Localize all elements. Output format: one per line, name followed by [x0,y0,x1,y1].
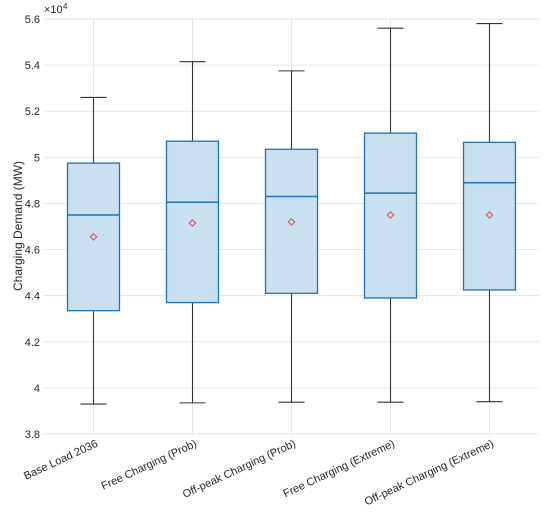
box-4 [363,27,418,403]
mean-marker [485,211,494,219]
box-2 [165,61,220,404]
y-tick-label: 5.2 [25,106,40,118]
y-tick-label: 4 [34,383,40,395]
y-tick-label: 4.6 [25,245,40,257]
iqr-box [165,140,220,304]
mean-marker [386,211,395,219]
y-multiplier-base: ×10 [44,4,63,16]
mean-marker [188,219,197,227]
mean-marker [287,217,296,226]
iqr-box [264,148,319,295]
box-5 [462,23,517,403]
y-axis-multiplier: ×10 4 [44,2,68,16]
y-tick-label: 5 [34,152,40,164]
box-1 [66,96,121,405]
iqr-box [363,132,418,299]
y-multiplier-exponent: 4 [63,2,68,11]
box-series [66,23,517,405]
y-tick-label: 4.8 [25,198,40,210]
y-tick-label: 3.8 [25,429,40,441]
iqr-box [462,141,517,291]
iqr-box [66,162,121,312]
y-tick-label: 5.6 [25,14,40,26]
mean-marker [89,232,98,241]
x-tick-label: Base Load 2036 [22,438,100,483]
box-3 [264,70,319,403]
x-tick-label: Off-peak Charging (Prob) [181,438,298,501]
y-axis-ticks: 3.8 4 4.2 4.4 4.6 4.8 5 5.2 5.4 5.6 [25,14,40,441]
y-tick-label: 5.4 [25,60,40,72]
x-tick-label: Free Charging (Prob) [99,438,198,493]
y-tick-label: 4.4 [25,291,40,303]
x-axis-ticks: Base Load 2036 Free Charging (Prob)Off-pe… [22,438,496,508]
y-axis-label: Charging Demand (MW) [11,161,25,291]
y-tick-label: 4.2 [25,337,40,349]
